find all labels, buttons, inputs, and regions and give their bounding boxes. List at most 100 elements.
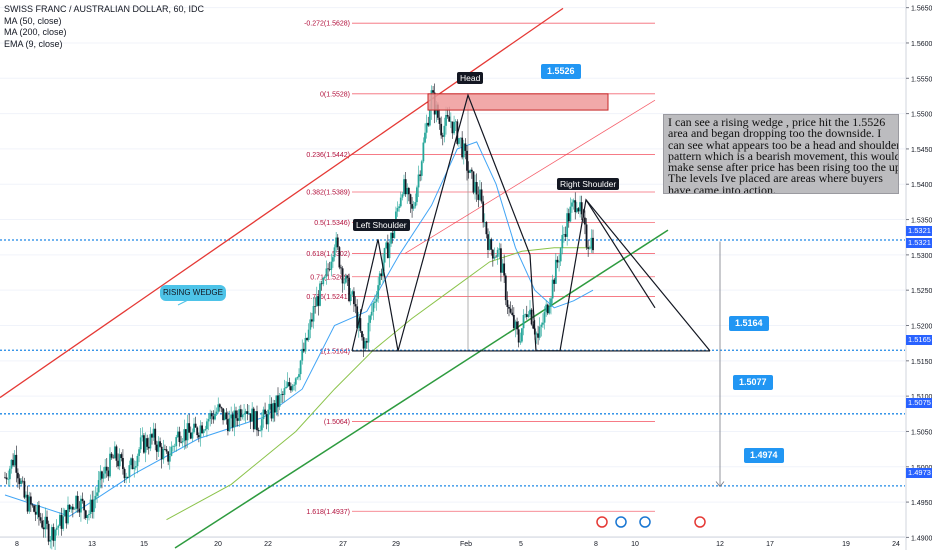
candle-body (115, 446, 118, 461)
candle-body (204, 429, 207, 431)
candle-body (343, 282, 346, 284)
chart-grid (0, 7, 905, 538)
candle-body (472, 171, 475, 193)
y-tick-label: 1.5250 (911, 288, 932, 295)
candle-body (449, 121, 452, 123)
candle-body (335, 237, 338, 248)
candle-body (113, 446, 116, 459)
candle-body (146, 438, 149, 447)
candle-body (445, 114, 447, 126)
ema9-legend[interactable]: EMA (9, close) (4, 38, 63, 49)
candle-body (412, 206, 415, 209)
candle-body (68, 504, 71, 510)
candle-body (527, 314, 530, 317)
candle-body (73, 508, 76, 510)
candle-body (122, 458, 124, 469)
candle-body (228, 418, 231, 432)
candle-body (164, 449, 166, 450)
x-tick-label: 19 (842, 541, 850, 548)
target-label-4[interactable]: 1.4974 (744, 448, 784, 463)
x-tick-label: 8 (15, 541, 19, 548)
candle-body (238, 409, 241, 421)
analysis-note[interactable]: I can see a rising wedge , price hit the… (663, 114, 899, 194)
candle-body (42, 527, 45, 530)
candle-body (46, 516, 48, 524)
candle-body (269, 403, 271, 410)
projection-arrow-head (715, 481, 725, 488)
right-shoulder-label[interactable]: Right Shoulder (557, 178, 620, 190)
candle-body (420, 161, 423, 176)
candle-body (178, 431, 181, 443)
target-label-2[interactable]: 1.5164 (729, 316, 769, 331)
candle-body (546, 304, 549, 314)
candle-body (372, 302, 375, 312)
candle-body (220, 407, 223, 409)
ma200-legend[interactable]: MA (200, close) (4, 27, 67, 37)
candle-body (194, 423, 197, 428)
note-line: pattern which is a bearish movement, thi… (668, 148, 899, 163)
candle-body (461, 137, 464, 158)
ma50-legend[interactable]: MA (50, close) (4, 15, 62, 26)
candle-body (215, 411, 218, 414)
candle-body (290, 386, 292, 391)
candle-body (524, 314, 527, 316)
rising-wedge-callout[interactable]: RISING WEDGE (160, 285, 226, 301)
horizontal-levels[interactable] (0, 239, 905, 487)
time-axis[interactable]: 8 13 15 20 22 27 29 Feb 5 8 10 12 17 19 24 (0, 536, 905, 548)
note-line: make sense after price has been rising t… (668, 160, 899, 175)
candle-body (375, 298, 378, 302)
price-axis[interactable]: 1.5650 1.5600 1.5550 1.5500 1.5450 1.5400 1.53… (905, 0, 932, 550)
candle-body (31, 504, 34, 506)
candle-body (25, 494, 27, 498)
candle-body (96, 492, 98, 496)
economic-event-icon (694, 516, 706, 528)
candle-body (15, 454, 18, 473)
candle-body (532, 324, 535, 329)
candle-body (288, 382, 291, 387)
y-tick-label: 1.5300 (911, 253, 932, 260)
candle-body (65, 510, 68, 524)
target-label-3[interactable]: 1.5077 (733, 375, 773, 390)
x-tick-label: 5 (519, 541, 523, 548)
candle-body (101, 471, 103, 479)
candle-body (235, 410, 237, 419)
candle-body (160, 446, 163, 460)
candle-body (109, 453, 111, 477)
candle-body (403, 179, 405, 195)
price-tag-level-2: 1.5075 (906, 398, 932, 408)
candle-body (18, 478, 21, 484)
candle-body (76, 495, 79, 509)
candle-body (126, 476, 129, 478)
x-tick-label: 20 (214, 541, 222, 548)
candle-body (354, 304, 357, 307)
head-label[interactable]: Head (457, 72, 484, 84)
candle-body (254, 411, 257, 430)
candle-body (8, 468, 11, 480)
candle-body (83, 501, 86, 511)
candle-body (427, 122, 430, 126)
candle-body (538, 326, 541, 338)
candle-body (341, 268, 344, 284)
candle-body (409, 194, 412, 205)
candle-body (328, 269, 331, 270)
target-label-1[interactable]: 1.5526 (541, 64, 581, 79)
candle-body (265, 414, 268, 425)
candle-body (504, 275, 507, 301)
candle-body (107, 470, 110, 477)
event-icons[interactable] (596, 516, 706, 528)
candle-body (172, 446, 174, 447)
candle-body (110, 453, 113, 458)
head-and-shoulders-pattern[interactable] (351, 93, 711, 352)
candle-body (564, 234, 567, 237)
note-line: have came into action. (668, 182, 776, 194)
candle-body (236, 418, 239, 421)
symbol-title[interactable]: SWISS FRANC / AUSTRALIAN DOLLAR, 60, IDC (4, 4, 205, 14)
candle-body (75, 495, 77, 509)
candle-body (10, 459, 13, 469)
candle-body (62, 516, 65, 529)
left-shoulder-label[interactable]: Left Shoulder (353, 219, 410, 231)
candle-body (327, 268, 329, 270)
candle-body (566, 213, 569, 237)
candle-body (393, 225, 396, 239)
